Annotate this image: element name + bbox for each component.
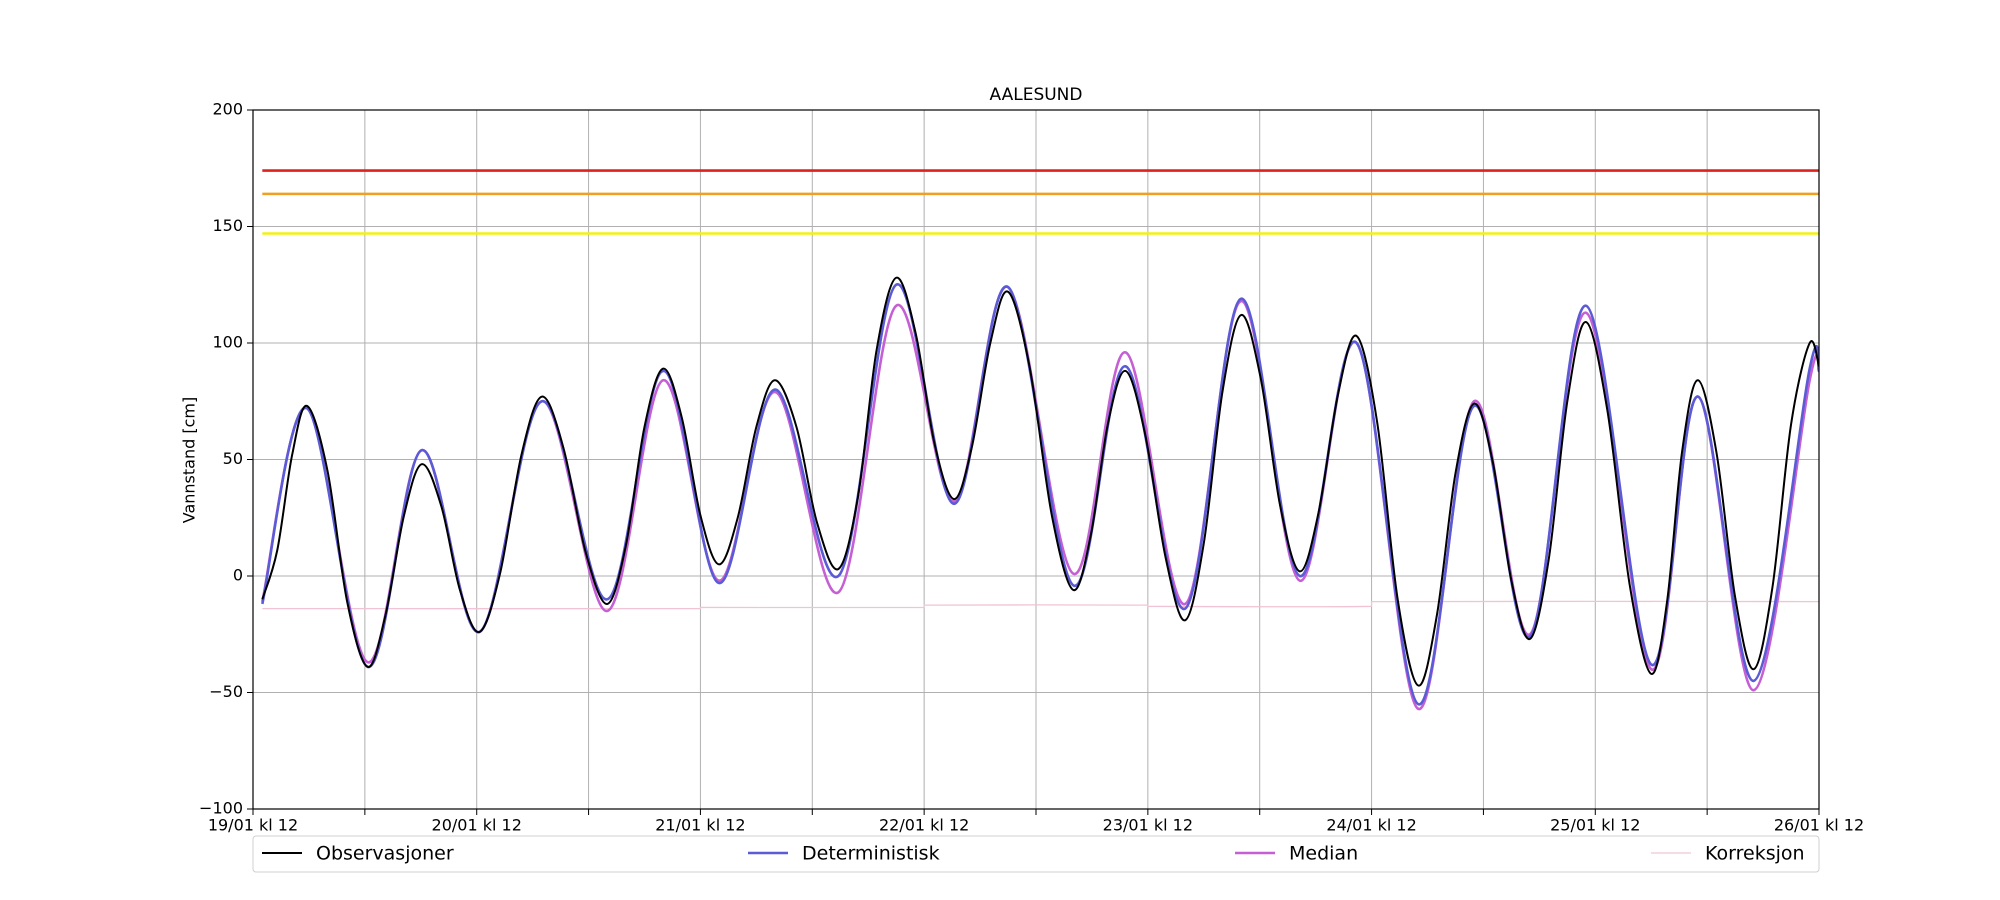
series-line — [261, 283, 1819, 706]
y-tick-label: 0 — [233, 566, 243, 585]
y-tick-label: 200 — [212, 100, 243, 119]
x-tick-label: 20/01 kl 12 — [432, 816, 522, 835]
series-line — [261, 285, 1819, 711]
legend-label: Observasjoner — [316, 843, 454, 865]
y-tick-label: 150 — [212, 216, 243, 235]
legend-label: Korreksjon — [1705, 843, 1805, 865]
legend-label: Deterministisk — [802, 843, 940, 865]
x-tick-label: 19/01 kl 12 — [208, 816, 298, 835]
legend-label: Median — [1289, 843, 1358, 865]
x-tick-label: 21/01 kl 12 — [655, 816, 745, 835]
plot-area — [261, 169, 1819, 711]
y-tick-label: 100 — [212, 333, 243, 352]
x-tick-label: 24/01 kl 12 — [1326, 816, 1416, 835]
x-tick-label: 23/01 kl 12 — [1103, 816, 1193, 835]
y-tick-label: −100 — [199, 799, 243, 818]
legend-box — [252, 835, 1820, 873]
plot-frame — [252, 109, 1820, 810]
y-tick-label: −50 — [209, 682, 243, 701]
x-tick-label: 25/01 kl 12 — [1550, 816, 1640, 835]
series-line — [261, 276, 1819, 687]
chart-title: AALESUND — [990, 85, 1083, 105]
y-tick-label: 50 — [223, 449, 243, 468]
x-tick-label: 26/01 kl 12 — [1774, 816, 1864, 835]
y-axis-label: Vannstand [cm] — [180, 397, 199, 523]
x-tick-label: 22/01 kl 12 — [879, 816, 969, 835]
series-line — [262, 600, 1819, 610]
